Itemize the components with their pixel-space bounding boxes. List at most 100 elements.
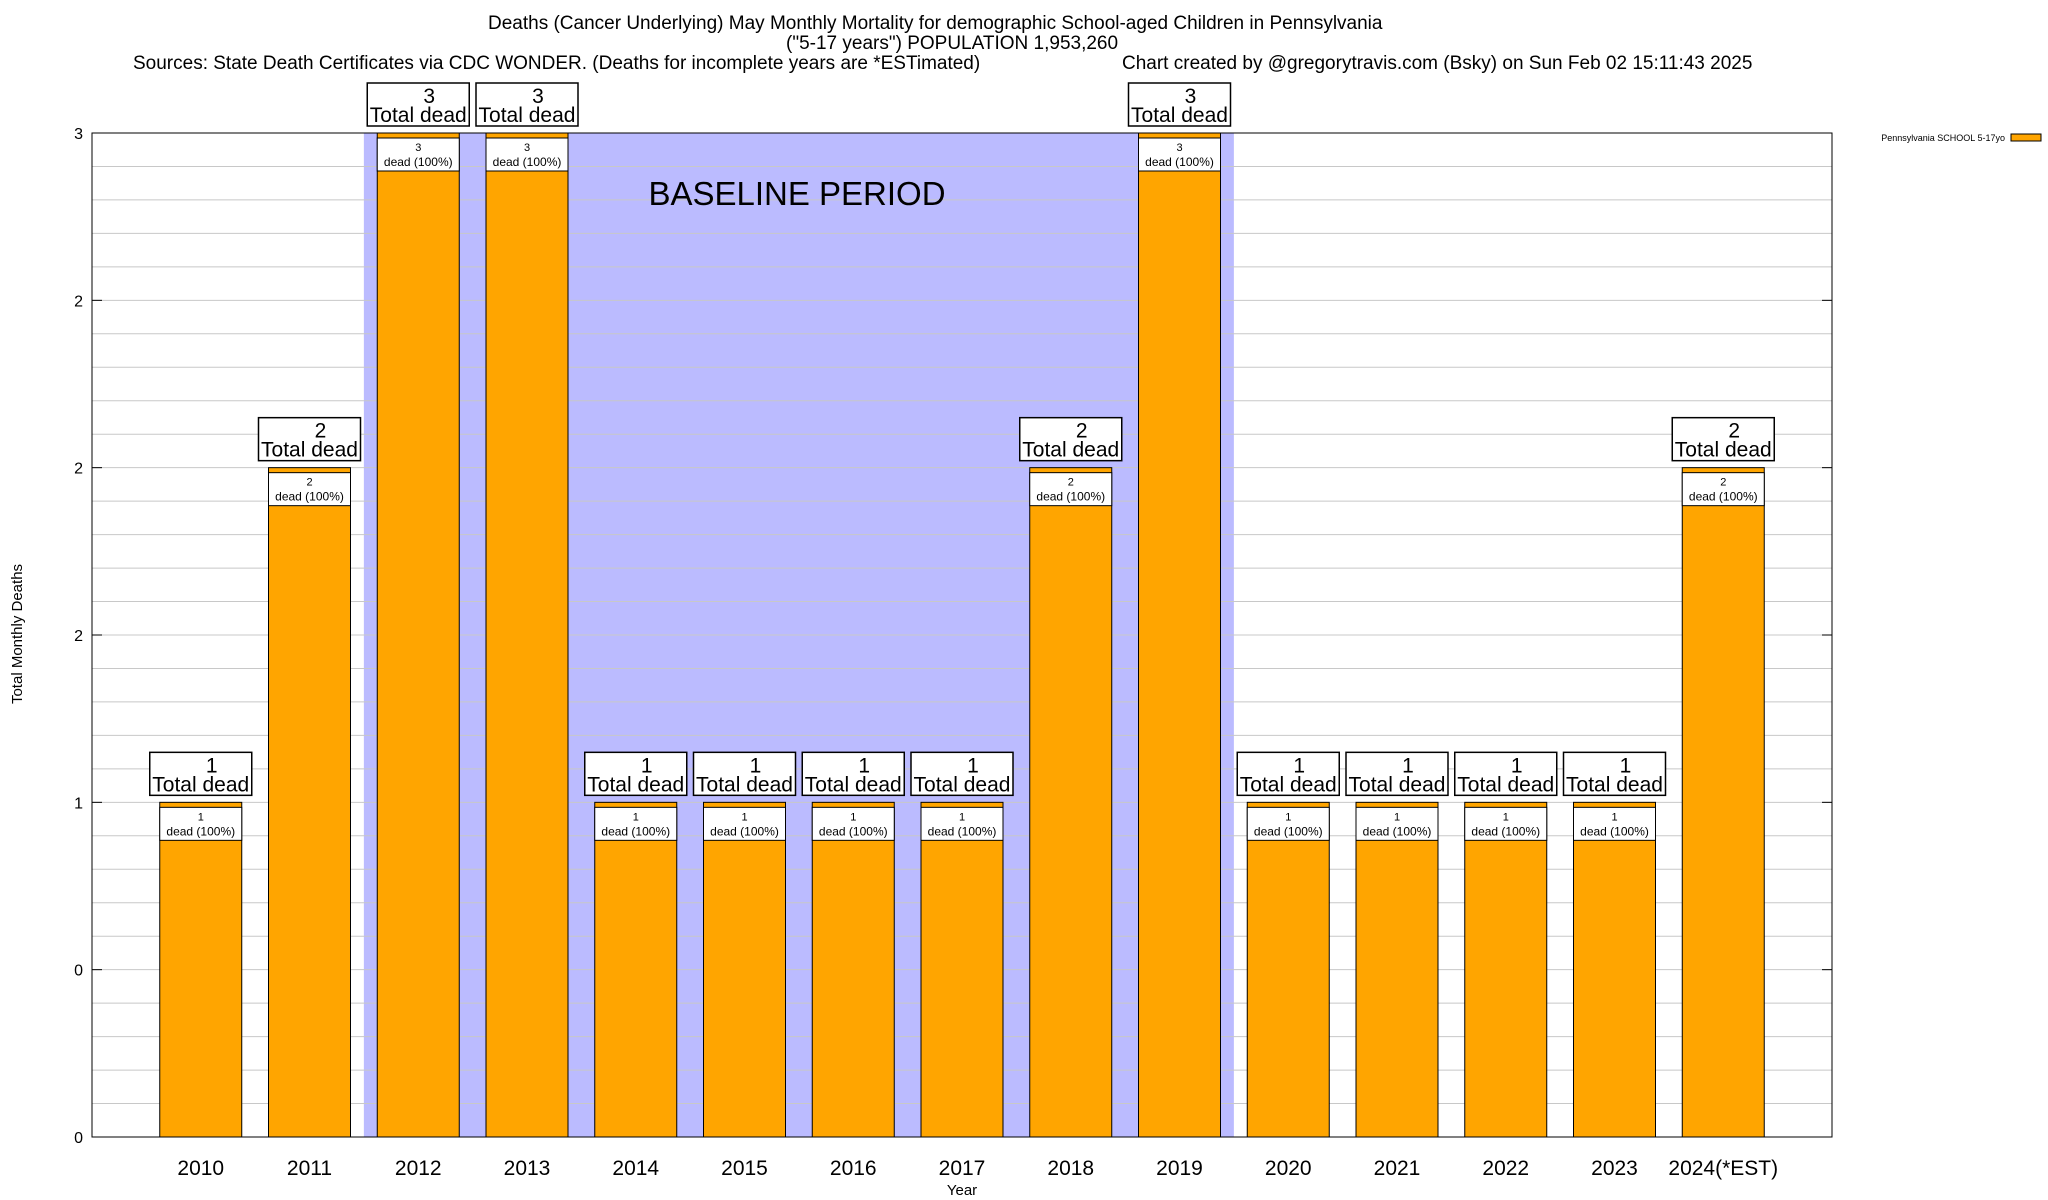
bar-top-label: Total dead — [587, 773, 684, 796]
bar-top-count: 1 — [1511, 754, 1523, 777]
bar-inner-label: dead (100%) — [1145, 155, 1214, 169]
bar-inner-label: dead (100%) — [384, 155, 453, 169]
bar-top-count: 3 — [532, 85, 544, 108]
x-axis-title: Year — [947, 1182, 977, 1199]
bar-inner-label-box — [159, 806, 243, 841]
bar-inner-label-box — [376, 137, 460, 172]
bar-top-count: 1 — [967, 754, 979, 777]
bar-inner-label: dead (100%) — [493, 155, 562, 169]
bar — [594, 801, 678, 1138]
bar-top-label: Total dead — [261, 439, 358, 462]
bar-top-count: 1 — [641, 754, 653, 777]
bar-inner-label: dead (100%) — [1471, 824, 1540, 838]
bar-inner-label-box — [1029, 472, 1113, 507]
bar-inner-label-box — [1573, 806, 1656, 841]
bar — [1246, 801, 1330, 1138]
bar-top-count: 2 — [1076, 420, 1088, 443]
bar-top-count: 1 — [1402, 754, 1414, 777]
bar — [1464, 801, 1548, 1138]
bar-inner-label-box — [703, 806, 786, 841]
bar-inner-label: dead (100%) — [1580, 824, 1649, 838]
bar-inner-label: dead (100%) — [1363, 824, 1432, 838]
bar-top-label-box — [910, 751, 1014, 797]
bar-top-label-box — [1454, 751, 1558, 797]
x-tick-label: 2016 — [830, 1157, 877, 1180]
bar-inner-count: 2 — [306, 477, 312, 489]
bar-top-count: 1 — [858, 754, 870, 777]
bar-top-label-box — [149, 751, 253, 797]
bar-top-label: Total dead — [1022, 439, 1119, 462]
y-tick-label: 2 — [74, 293, 83, 310]
bar — [268, 467, 351, 1138]
x-tick-label: 2014 — [612, 1157, 659, 1180]
bar-top-label-box — [475, 82, 579, 127]
bar-inner-label: dead (100%) — [928, 824, 997, 838]
bar-top-count: 1 — [1293, 754, 1305, 777]
bar-top-label: Total dead — [696, 773, 793, 796]
bar-top-label: Total dead — [1675, 439, 1772, 462]
bar-top-count: 1 — [750, 754, 762, 777]
bar-inner-count: 3 — [524, 142, 530, 154]
bar-top-label: Total dead — [1349, 773, 1446, 796]
bar-inner-label-box — [1464, 806, 1548, 841]
bar-top-label-box — [366, 82, 470, 127]
legend-swatch — [2010, 133, 2042, 142]
bar-inner-label: dead (100%) — [1254, 824, 1323, 838]
bar-inner-count: 3 — [1176, 142, 1182, 154]
y-tick-label: 2 — [74, 628, 83, 645]
bar — [703, 801, 786, 1138]
x-tick-label: 2013 — [504, 1157, 551, 1180]
x-tick-label: 2010 — [177, 1157, 224, 1180]
chart-title: Deaths (Cancer Underlying) May Monthly M… — [488, 13, 1383, 34]
bar-top-label-box — [1671, 416, 1775, 462]
bar-top-label-box — [584, 751, 688, 797]
bar-inner-count: 1 — [633, 811, 639, 823]
bar-inner-label-box — [485, 137, 569, 172]
bar-inner-count: 1 — [850, 811, 856, 823]
bar — [920, 801, 1004, 1138]
y-tick-label: 3 — [74, 126, 83, 143]
bar-inner-label: dead (100%) — [601, 824, 670, 838]
bar-top-count: 3 — [423, 85, 435, 108]
bar — [485, 132, 569, 1138]
bar-inner-count: 2 — [1720, 477, 1726, 489]
plot-frame — [91, 132, 1833, 1138]
x-tick-label: 2020 — [1265, 1157, 1312, 1180]
y-tick-label: 0 — [74, 1130, 83, 1147]
bar-inner-count: 2 — [1068, 477, 1074, 489]
x-tick-label: 2012 — [395, 1157, 442, 1180]
bar — [1681, 467, 1765, 1138]
bar-inner-label-box — [594, 806, 678, 841]
bar-top-label-box — [1236, 751, 1340, 797]
bar-inner-label: dead (100%) — [166, 824, 235, 838]
bar — [811, 801, 895, 1138]
bar-top-label: Total dead — [479, 104, 576, 127]
bar-top-label: Total dead — [1566, 773, 1663, 796]
bar-inner-count: 1 — [959, 811, 965, 823]
bar-top-label: Total dead — [914, 773, 1011, 796]
bar — [1573, 801, 1656, 1138]
bar-top-count: 3 — [1185, 85, 1197, 108]
y-axis-title: Total Monthly Deaths — [9, 564, 26, 704]
bar-top-count: 1 — [1620, 754, 1632, 777]
x-tick-label: 2023 — [1591, 1157, 1638, 1180]
bar-inner-label-box — [1138, 137, 1221, 172]
x-tick-label: 2024(*EST) — [1668, 1157, 1778, 1180]
bar-inner-label-box — [920, 806, 1004, 841]
bar — [376, 132, 460, 1138]
y-tick-label: 2 — [74, 461, 83, 478]
bar-top-label-box — [1345, 751, 1449, 797]
bar-top-count: 1 — [206, 754, 218, 777]
bar — [1138, 132, 1221, 1138]
bar-top-label-box — [692, 751, 797, 797]
bar-inner-label: dead (100%) — [710, 824, 779, 838]
bar-top-label: Total dead — [152, 773, 249, 796]
bar-top-label: Total dead — [805, 773, 902, 796]
x-tick-label: 2022 — [1482, 1157, 1529, 1180]
bar-inner-count: 3 — [415, 142, 421, 154]
bar-inner-label: dead (100%) — [275, 490, 344, 504]
chart-subtitle: ("5-17 years") POPULATION 1,953,260 — [786, 33, 1119, 54]
bar-top-label-box — [1562, 751, 1667, 797]
bar-inner-count: 1 — [198, 811, 204, 823]
